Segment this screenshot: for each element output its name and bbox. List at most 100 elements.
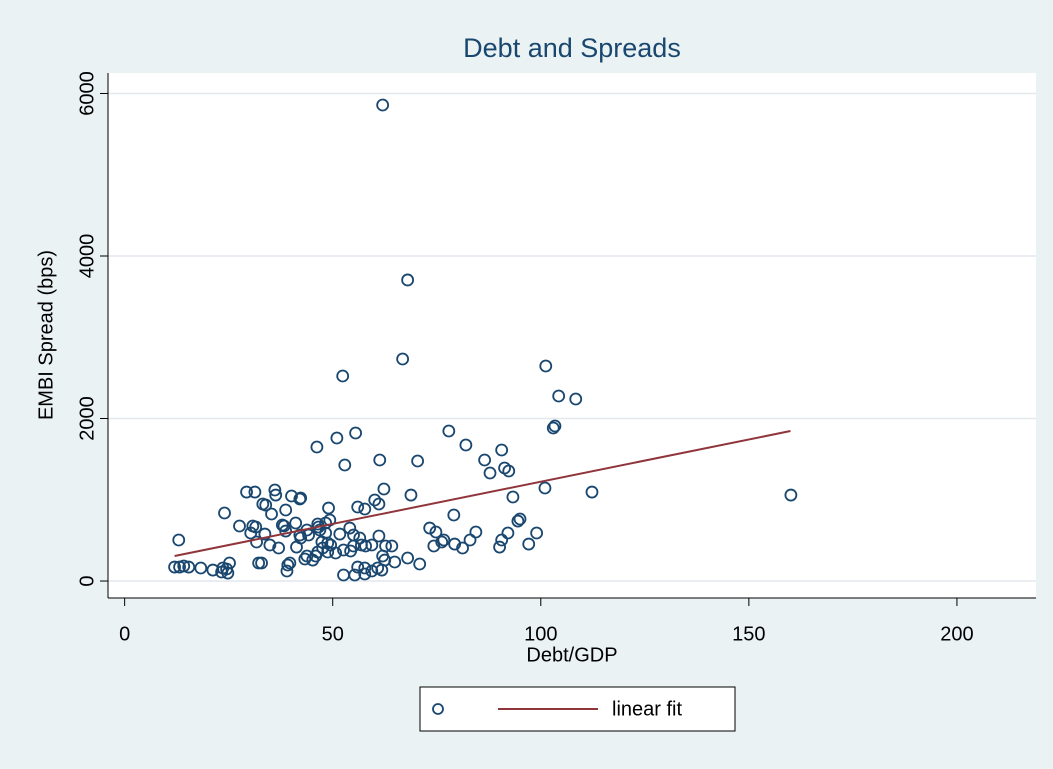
point <box>385 539 399 553</box>
point <box>413 557 427 571</box>
point <box>502 464 516 478</box>
point <box>351 500 365 514</box>
point <box>268 483 282 497</box>
y-tick-label: 6000 <box>76 71 98 116</box>
point <box>546 421 560 435</box>
point <box>376 98 390 112</box>
point <box>348 568 362 582</box>
point <box>263 538 277 552</box>
point <box>358 567 372 581</box>
point <box>493 540 506 554</box>
point <box>359 539 372 553</box>
point <box>294 491 308 505</box>
point <box>351 560 365 574</box>
point <box>495 533 509 547</box>
point <box>194 561 208 575</box>
point <box>429 525 443 539</box>
point <box>495 443 509 457</box>
point <box>358 502 372 516</box>
point <box>329 546 343 560</box>
y-axis-title: EMBI Spread (bps) <box>35 250 57 420</box>
point <box>177 559 191 573</box>
point <box>215 565 229 579</box>
y-tick-label: 2000 <box>76 396 98 441</box>
point <box>265 507 278 521</box>
point <box>401 273 415 287</box>
point <box>373 453 387 467</box>
point <box>435 535 449 549</box>
plot-area <box>108 73 1036 598</box>
point <box>377 482 391 496</box>
point <box>347 539 360 553</box>
point <box>513 512 527 526</box>
point <box>396 352 410 366</box>
point <box>279 503 293 517</box>
x-tick-label: 0 <box>119 623 130 645</box>
point <box>463 533 477 547</box>
point <box>259 498 273 512</box>
fit-line <box>174 430 791 557</box>
point <box>315 535 329 549</box>
point <box>281 558 295 572</box>
point <box>539 359 553 373</box>
point <box>279 524 293 538</box>
point <box>322 501 335 515</box>
x-tick-label: 200 <box>940 623 973 645</box>
point <box>447 508 461 522</box>
point <box>459 438 473 452</box>
point <box>530 526 544 540</box>
point <box>285 489 298 503</box>
point <box>784 488 798 502</box>
point <box>552 389 566 403</box>
point <box>338 458 352 472</box>
point <box>358 561 372 575</box>
point <box>309 549 323 563</box>
point <box>442 424 456 438</box>
point <box>368 493 382 507</box>
legend-label: linear fit <box>612 698 682 720</box>
point <box>522 537 536 551</box>
point <box>411 454 425 468</box>
point <box>289 516 303 530</box>
point <box>168 560 181 574</box>
point <box>248 485 262 499</box>
point <box>456 541 469 555</box>
point <box>336 369 350 383</box>
point <box>258 527 272 541</box>
point <box>437 533 451 547</box>
point <box>483 466 497 480</box>
point <box>182 560 196 574</box>
chart-title: Debt and Spreads <box>463 33 681 63</box>
point <box>375 563 389 577</box>
point <box>349 426 363 440</box>
point <box>423 521 437 535</box>
point <box>372 529 386 543</box>
point <box>269 488 283 502</box>
point <box>233 519 246 533</box>
point <box>172 533 186 547</box>
x-tick-label: 150 <box>732 623 765 645</box>
point <box>283 556 297 570</box>
point <box>404 488 418 502</box>
y-tick-label: 0 <box>76 575 98 586</box>
point <box>310 440 324 454</box>
y-tick-label: 4000 <box>76 234 98 278</box>
point <box>506 490 520 504</box>
point <box>280 564 294 578</box>
x-tick-label: 100 <box>524 623 557 645</box>
point <box>333 527 347 541</box>
legend-marker <box>432 703 444 715</box>
point <box>372 497 386 511</box>
point <box>343 521 357 535</box>
point <box>330 431 344 445</box>
point <box>401 551 415 565</box>
x-axis-title: Debt/GDP <box>526 644 617 666</box>
point <box>548 419 562 433</box>
point <box>501 526 515 540</box>
point <box>250 535 263 549</box>
x-tick-label: 50 <box>322 623 344 645</box>
point <box>478 453 492 467</box>
point <box>321 536 335 550</box>
point <box>218 506 231 520</box>
